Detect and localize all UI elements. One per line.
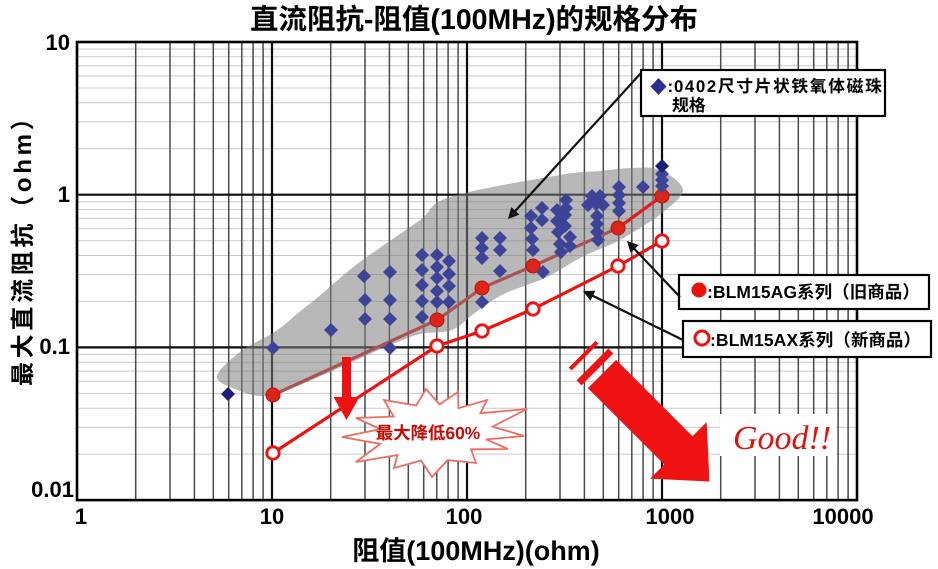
- svg-text:1000: 1000: [646, 504, 695, 529]
- svg-text:Good!!: Good!!: [733, 420, 831, 457]
- svg-text:10: 10: [260, 504, 284, 529]
- svg-text:0.1: 0.1: [39, 334, 70, 359]
- svg-text:100: 100: [446, 504, 483, 529]
- svg-text:0.01: 0.01: [31, 477, 74, 502]
- svg-text:1: 1: [58, 182, 70, 207]
- svg-text:10: 10: [46, 30, 70, 55]
- svg-text:1: 1: [75, 504, 87, 529]
- svg-text:10000: 10000: [812, 504, 873, 529]
